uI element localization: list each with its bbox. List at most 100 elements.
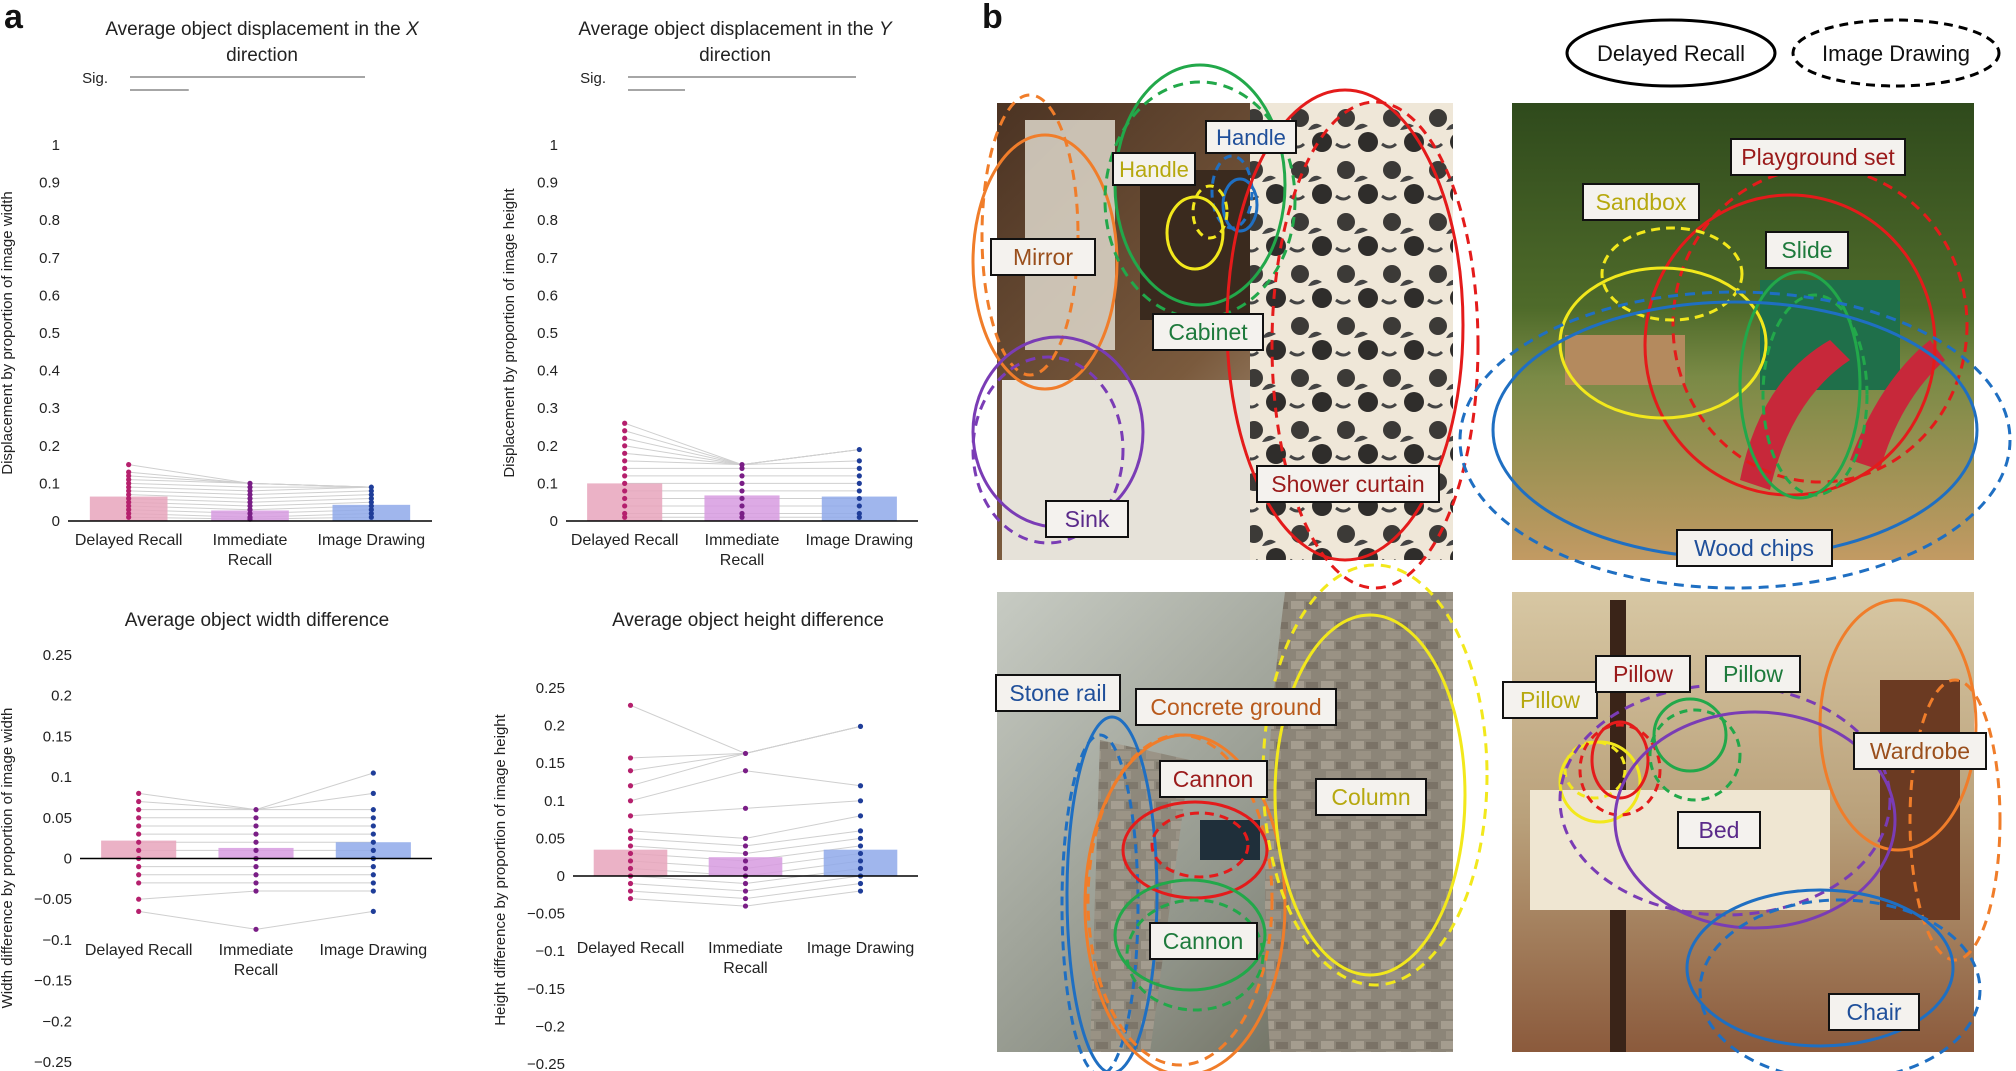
- data-point: [253, 864, 259, 870]
- label-pillow-green: Pillow: [1705, 655, 1801, 693]
- data-point: [627, 858, 634, 864]
- x-tick-label: Immediate: [219, 942, 294, 959]
- data-point: [622, 514, 628, 520]
- legend-dashed-label: Image Drawing: [1822, 41, 1970, 66]
- data-point: [857, 858, 864, 864]
- chart-title: Average object width difference: [125, 610, 389, 631]
- sig-label: Sig.: [580, 70, 606, 87]
- data-point: [126, 469, 132, 475]
- data-point: [126, 495, 132, 502]
- y-tick-label: 0.5: [537, 325, 558, 342]
- data-point: [253, 839, 259, 845]
- x-tick-label: Recall: [234, 962, 278, 979]
- castle-cannon: [1200, 820, 1260, 860]
- data-point: [253, 831, 259, 837]
- y-tick-label: 0.3: [537, 400, 558, 417]
- data-point: [627, 813, 634, 819]
- y-axis-label: Width difference by proportion of image …: [0, 708, 16, 1009]
- y-tick-label: −0.05: [527, 906, 565, 923]
- data-point: [856, 473, 862, 479]
- data-point: [739, 480, 745, 486]
- data-point: [126, 510, 132, 517]
- y-tick-label: 0.9: [537, 175, 558, 192]
- data-point: [253, 815, 259, 821]
- label-text: Shower curtain: [1271, 471, 1424, 497]
- data-point: [247, 514, 253, 520]
- data-point: [627, 828, 634, 834]
- chart-title-part: X: [405, 19, 420, 40]
- data-point: [857, 813, 864, 819]
- data-point: [368, 488, 374, 494]
- data-point: [136, 864, 142, 870]
- playground-slide: [1740, 340, 1850, 490]
- scene-playground: Playground set Sandbox Slide Wood chips: [1458, 103, 2012, 590]
- data-point: [739, 462, 745, 468]
- label-bed: Bed: [1677, 811, 1761, 849]
- y-tick-label: −0.25: [34, 1054, 72, 1071]
- label-chair: Chair: [1828, 993, 1920, 1031]
- x-tick-label: Image Drawing: [320, 942, 428, 959]
- data-point: [136, 839, 142, 845]
- label-text: Bed: [1699, 817, 1740, 843]
- data-point: [742, 750, 749, 757]
- y-tick-label: 0.1: [51, 769, 72, 786]
- y-axis-label: Displacement by proportion of image heig…: [501, 188, 518, 478]
- label-column: Column: [1315, 778, 1427, 816]
- data-point: [253, 847, 259, 853]
- data-point: [126, 477, 132, 483]
- y-tick-label: −0.05: [34, 891, 72, 908]
- x-tick-label: Image Drawing: [318, 532, 426, 549]
- y-tick-label: 0.3: [39, 400, 60, 417]
- label-shower-curtain: Shower curtain: [1256, 465, 1440, 503]
- label-playground-set: Playground set: [1730, 138, 1906, 176]
- data-point: [368, 495, 374, 502]
- chart-title-line2: direction: [699, 45, 771, 66]
- chart-4: Average object height difference Height d…: [492, 610, 918, 1071]
- data-point: [622, 488, 628, 494]
- legend-solid-label: Delayed Recall: [1597, 41, 1745, 66]
- data-point: [126, 480, 132, 486]
- y-tick-label: 0.2: [39, 438, 60, 455]
- y-tick-label: 0: [52, 513, 60, 530]
- data-point: [627, 850, 634, 857]
- data-point: [247, 492, 253, 498]
- y-tick-label: 0.2: [544, 718, 565, 735]
- label-pillow-red: Pillow: [1595, 655, 1691, 693]
- data-point: [627, 895, 634, 902]
- data-point: [742, 768, 749, 774]
- data-point: [253, 823, 259, 829]
- label-cannon-green: Cannon: [1149, 922, 1258, 960]
- participant-line: [624, 422, 860, 466]
- data-point: [857, 865, 864, 872]
- scene-bathroom: Handle Handle Mirror Cabinet Sink Shower…: [971, 63, 1480, 590]
- y-axis-label: Height difference by proportion of image…: [492, 713, 509, 1025]
- label-text: Cabinet: [1168, 319, 1248, 345]
- bar-2: [218, 847, 294, 859]
- data-point: [857, 828, 864, 834]
- data-point: [368, 499, 374, 505]
- label-text: Concrete ground: [1150, 694, 1321, 720]
- label-stone-rail: Stone rail: [995, 674, 1121, 712]
- y-tick-label: −0.2: [42, 1013, 72, 1030]
- y-tick-label: −0.25: [527, 1056, 565, 1071]
- data-point: [742, 850, 749, 857]
- data-point: [126, 492, 132, 498]
- data-point: [857, 783, 864, 789]
- data-point: [126, 507, 132, 513]
- label-handle-blue: Handle: [1205, 120, 1297, 154]
- scene-bedroom: Pillow Pillow Pillow Wardrobe Bed Chair: [1502, 592, 2002, 1071]
- x-tick-label: Recall: [228, 552, 272, 569]
- castle-rail: [1090, 740, 1190, 1052]
- data-point: [627, 843, 634, 849]
- y-tick-label: 0.05: [43, 810, 72, 827]
- data-point: [739, 503, 745, 509]
- data-point: [627, 835, 634, 842]
- data-point: [370, 839, 376, 845]
- data-point: [627, 888, 634, 894]
- label-sink: Sink: [1045, 500, 1129, 538]
- data-point: [370, 888, 376, 894]
- data-point: [368, 503, 374, 509]
- panel-letter-b: b: [982, 0, 1003, 36]
- y-tick-label: 1: [52, 137, 60, 154]
